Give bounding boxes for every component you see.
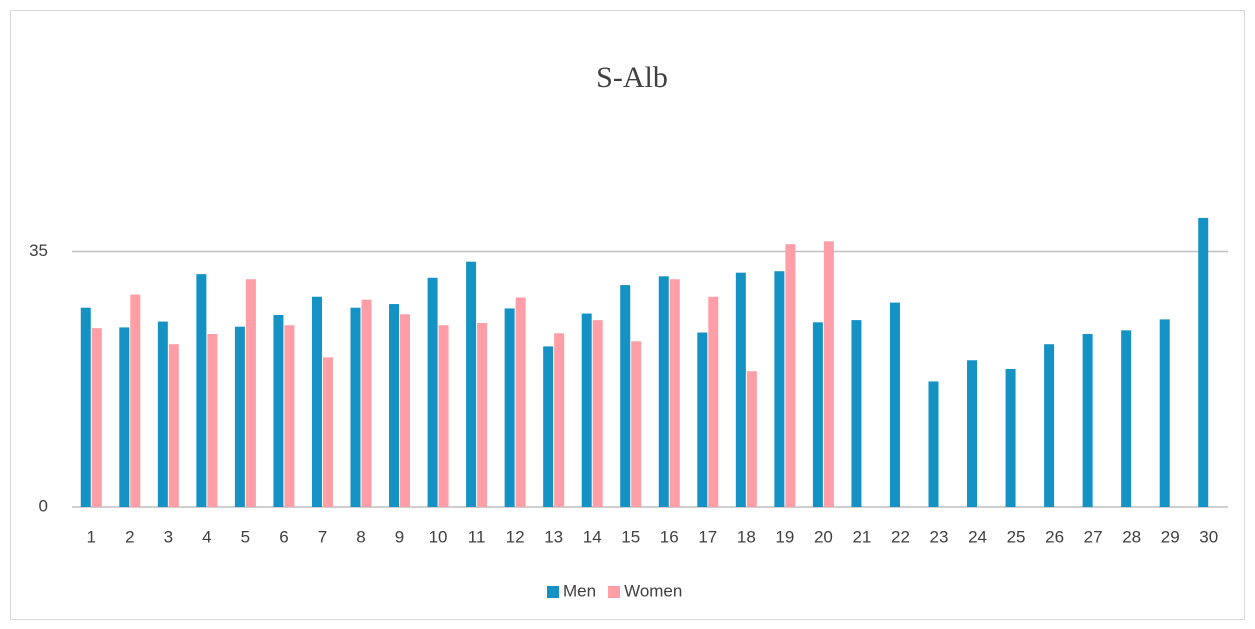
x-tick-label: 24	[968, 527, 987, 546]
x-tick-label: 19	[775, 527, 794, 546]
x-tick-label: 16	[660, 527, 679, 546]
bar	[1082, 333, 1093, 507]
bar	[273, 315, 284, 507]
x-tick-label: 23	[930, 527, 949, 546]
bar	[889, 302, 900, 507]
bar	[207, 333, 218, 507]
x-tick-label: 9	[395, 527, 404, 546]
bar	[119, 327, 130, 507]
bar	[427, 277, 438, 507]
bar	[130, 294, 141, 507]
x-tick-label: 29	[1161, 527, 1180, 546]
bar	[669, 279, 680, 507]
x-tick-label: 6	[279, 527, 288, 546]
x-tick-label: 7	[318, 527, 327, 546]
bar	[746, 371, 757, 507]
bar	[438, 325, 449, 507]
bar	[812, 322, 823, 507]
bar	[554, 333, 565, 507]
x-tick-label: 22	[891, 527, 910, 546]
x-tick-label: 17	[698, 527, 717, 546]
bar	[350, 307, 361, 507]
bar	[785, 244, 796, 507]
x-tick-label: 8	[356, 527, 365, 546]
x-tick-label: 21	[852, 527, 871, 546]
x-tick-label: 5	[241, 527, 250, 546]
bar	[389, 304, 400, 507]
bar	[928, 381, 939, 507]
bar	[91, 328, 102, 507]
x-tick-label: 28	[1122, 527, 1141, 546]
bar	[592, 320, 603, 507]
bar	[504, 308, 515, 507]
x-tick-label: 13	[544, 527, 563, 546]
bar	[477, 323, 488, 507]
bar	[1044, 344, 1055, 507]
bar	[620, 285, 631, 507]
x-tick-label: 2	[125, 527, 134, 546]
bar	[1159, 319, 1170, 507]
bar	[196, 274, 207, 507]
bar	[543, 346, 554, 507]
x-tick-label: 15	[621, 527, 640, 546]
legend-label: Women	[624, 581, 682, 600]
x-tick-label: 12	[506, 527, 525, 546]
bar	[708, 296, 719, 507]
bar	[234, 326, 245, 507]
x-tick-label: 11	[468, 527, 486, 546]
bar	[851, 320, 862, 507]
bar	[774, 271, 785, 507]
bar	[168, 344, 179, 507]
bar	[1005, 369, 1016, 507]
x-tick-label: 10	[429, 527, 448, 546]
bar	[967, 360, 978, 507]
bar	[466, 261, 477, 507]
x-tick-label: 4	[202, 527, 211, 546]
bar	[658, 276, 669, 507]
legend-swatch	[547, 586, 559, 598]
x-tick-label: 26	[1045, 527, 1064, 546]
x-tick-label: 30	[1199, 527, 1218, 546]
x-tick-label: 20	[814, 527, 833, 546]
bar	[80, 307, 91, 507]
x-tick-label: 25	[1007, 527, 1026, 546]
y-tick-label: 0	[39, 496, 48, 515]
bar	[1121, 330, 1132, 507]
x-tick-label: 1	[87, 527, 96, 546]
bar	[322, 357, 333, 507]
legend-swatch	[608, 586, 621, 598]
bar	[245, 279, 256, 507]
bar	[284, 325, 295, 507]
bar	[361, 299, 372, 507]
bar	[157, 321, 168, 507]
x-tick-label: 18	[737, 527, 756, 546]
bar	[400, 314, 411, 507]
bar	[515, 297, 526, 507]
bar	[697, 332, 708, 507]
y-tick-label: 35	[29, 241, 48, 260]
x-tick-label: 27	[1084, 527, 1103, 546]
x-tick-label: 3	[164, 527, 173, 546]
bar	[581, 313, 592, 507]
legend-label: Men	[563, 581, 596, 600]
bar	[631, 341, 642, 507]
bar	[1198, 217, 1209, 508]
x-tick-label: 14	[583, 527, 602, 546]
bar	[823, 241, 834, 507]
bar	[735, 272, 746, 507]
bar	[311, 296, 322, 507]
chart-title: S-Alb	[596, 61, 668, 94]
